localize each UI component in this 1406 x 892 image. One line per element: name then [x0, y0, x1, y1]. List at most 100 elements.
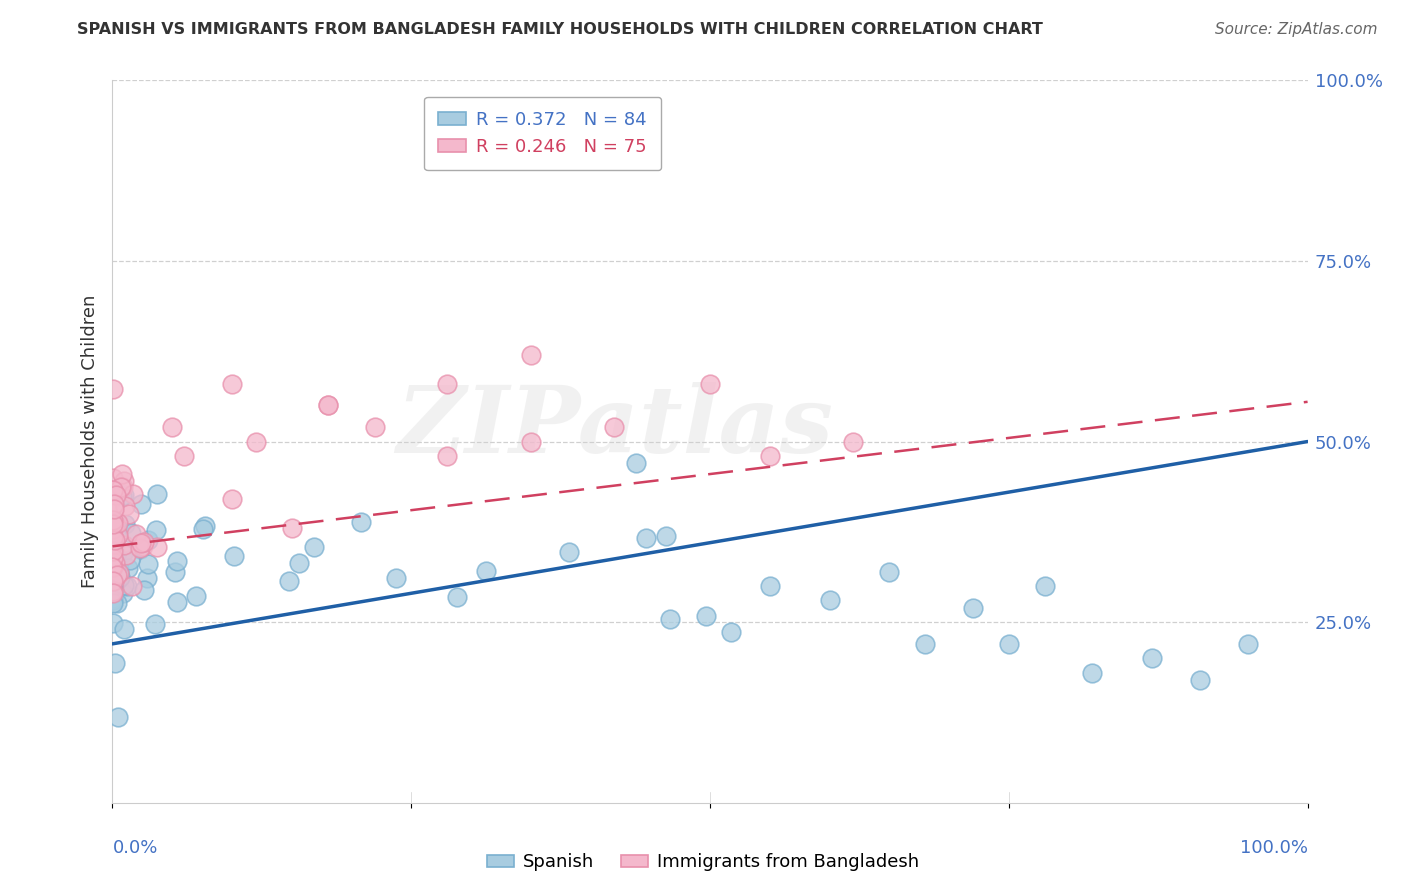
Point	[316, 398, 339, 412]
Point	[114, 517, 136, 532]
Point	[520, 434, 543, 449]
Legend: Spanish, Immigrants from Bangladesh: Spanish, Immigrants from Bangladesh	[479, 847, 927, 879]
Point	[103, 501, 125, 516]
Point	[759, 449, 782, 463]
Point	[278, 574, 301, 588]
Point	[108, 566, 131, 580]
Point	[221, 492, 243, 507]
Point	[101, 508, 124, 522]
Point	[112, 546, 135, 560]
Point	[103, 656, 125, 670]
Point	[350, 515, 373, 529]
Text: 0.0%: 0.0%	[112, 838, 157, 857]
Point	[101, 586, 124, 600]
Point	[624, 457, 647, 471]
Point	[112, 577, 135, 591]
Point	[103, 512, 125, 526]
Point	[105, 488, 128, 502]
Point	[110, 480, 132, 494]
Point	[101, 539, 124, 553]
Point	[103, 593, 125, 607]
Point	[146, 487, 169, 501]
Point	[111, 480, 134, 494]
Point	[105, 573, 128, 587]
Point	[103, 574, 125, 588]
Point	[121, 579, 143, 593]
Point	[101, 583, 124, 598]
Point	[1081, 665, 1104, 680]
Point	[104, 556, 127, 570]
Point	[101, 483, 124, 498]
Point	[316, 398, 339, 412]
Point	[1237, 637, 1260, 651]
Point	[101, 591, 124, 605]
Point	[111, 490, 134, 504]
Point	[101, 560, 124, 574]
Text: 100.0%: 100.0%	[1240, 838, 1308, 857]
Point	[166, 595, 188, 609]
Point	[132, 539, 155, 553]
Point	[101, 527, 124, 541]
Point	[103, 566, 125, 580]
Point	[112, 474, 135, 488]
Point	[108, 570, 131, 584]
Point	[101, 544, 124, 558]
Point	[136, 533, 159, 548]
Point	[112, 622, 135, 636]
Point	[125, 527, 148, 541]
Point	[108, 562, 131, 576]
Point	[194, 519, 217, 533]
Point	[842, 434, 865, 449]
Point	[636, 531, 658, 545]
Point	[288, 557, 311, 571]
Point	[107, 560, 129, 574]
Point	[998, 637, 1021, 651]
Point	[364, 420, 387, 434]
Point	[655, 529, 678, 543]
Point	[112, 538, 135, 552]
Point	[962, 600, 984, 615]
Point	[163, 565, 186, 579]
Point	[129, 536, 152, 550]
Point	[699, 376, 721, 391]
Point	[101, 551, 124, 566]
Point	[129, 497, 152, 511]
Point	[162, 420, 183, 434]
Point	[101, 516, 124, 531]
Point	[658, 612, 681, 626]
Point	[104, 556, 127, 570]
Point	[101, 533, 124, 548]
Point	[103, 537, 125, 551]
Point	[136, 557, 159, 571]
Point	[101, 596, 124, 610]
Point	[107, 596, 129, 610]
Point	[385, 571, 408, 585]
Point	[720, 625, 742, 640]
Point	[879, 565, 901, 579]
Point	[118, 508, 141, 522]
Point	[101, 592, 124, 607]
Point	[105, 519, 128, 533]
Legend: R = 0.372   N = 84, R = 0.246   N = 75: R = 0.372 N = 84, R = 0.246 N = 75	[425, 96, 661, 170]
Point	[111, 467, 134, 482]
Point	[115, 548, 138, 562]
Point	[914, 637, 936, 651]
Point	[101, 560, 124, 574]
Point	[129, 541, 152, 556]
Text: ZIPatlas: ZIPatlas	[396, 382, 832, 472]
Point	[558, 545, 581, 559]
Point	[101, 513, 124, 527]
Point	[603, 420, 626, 434]
Point	[101, 518, 124, 533]
Point	[101, 520, 124, 534]
Text: SPANISH VS IMMIGRANTS FROM BANGLADESH FAMILY HOUSEHOLDS WITH CHILDREN CORRELATIO: SPANISH VS IMMIGRANTS FROM BANGLADESH FA…	[77, 22, 1043, 37]
Point	[101, 525, 124, 540]
Point	[117, 561, 139, 575]
Point	[118, 553, 141, 567]
Point	[101, 541, 124, 555]
Point	[143, 616, 166, 631]
Point	[111, 586, 134, 600]
Point	[103, 471, 125, 485]
Point	[120, 525, 142, 540]
Point	[193, 522, 215, 536]
